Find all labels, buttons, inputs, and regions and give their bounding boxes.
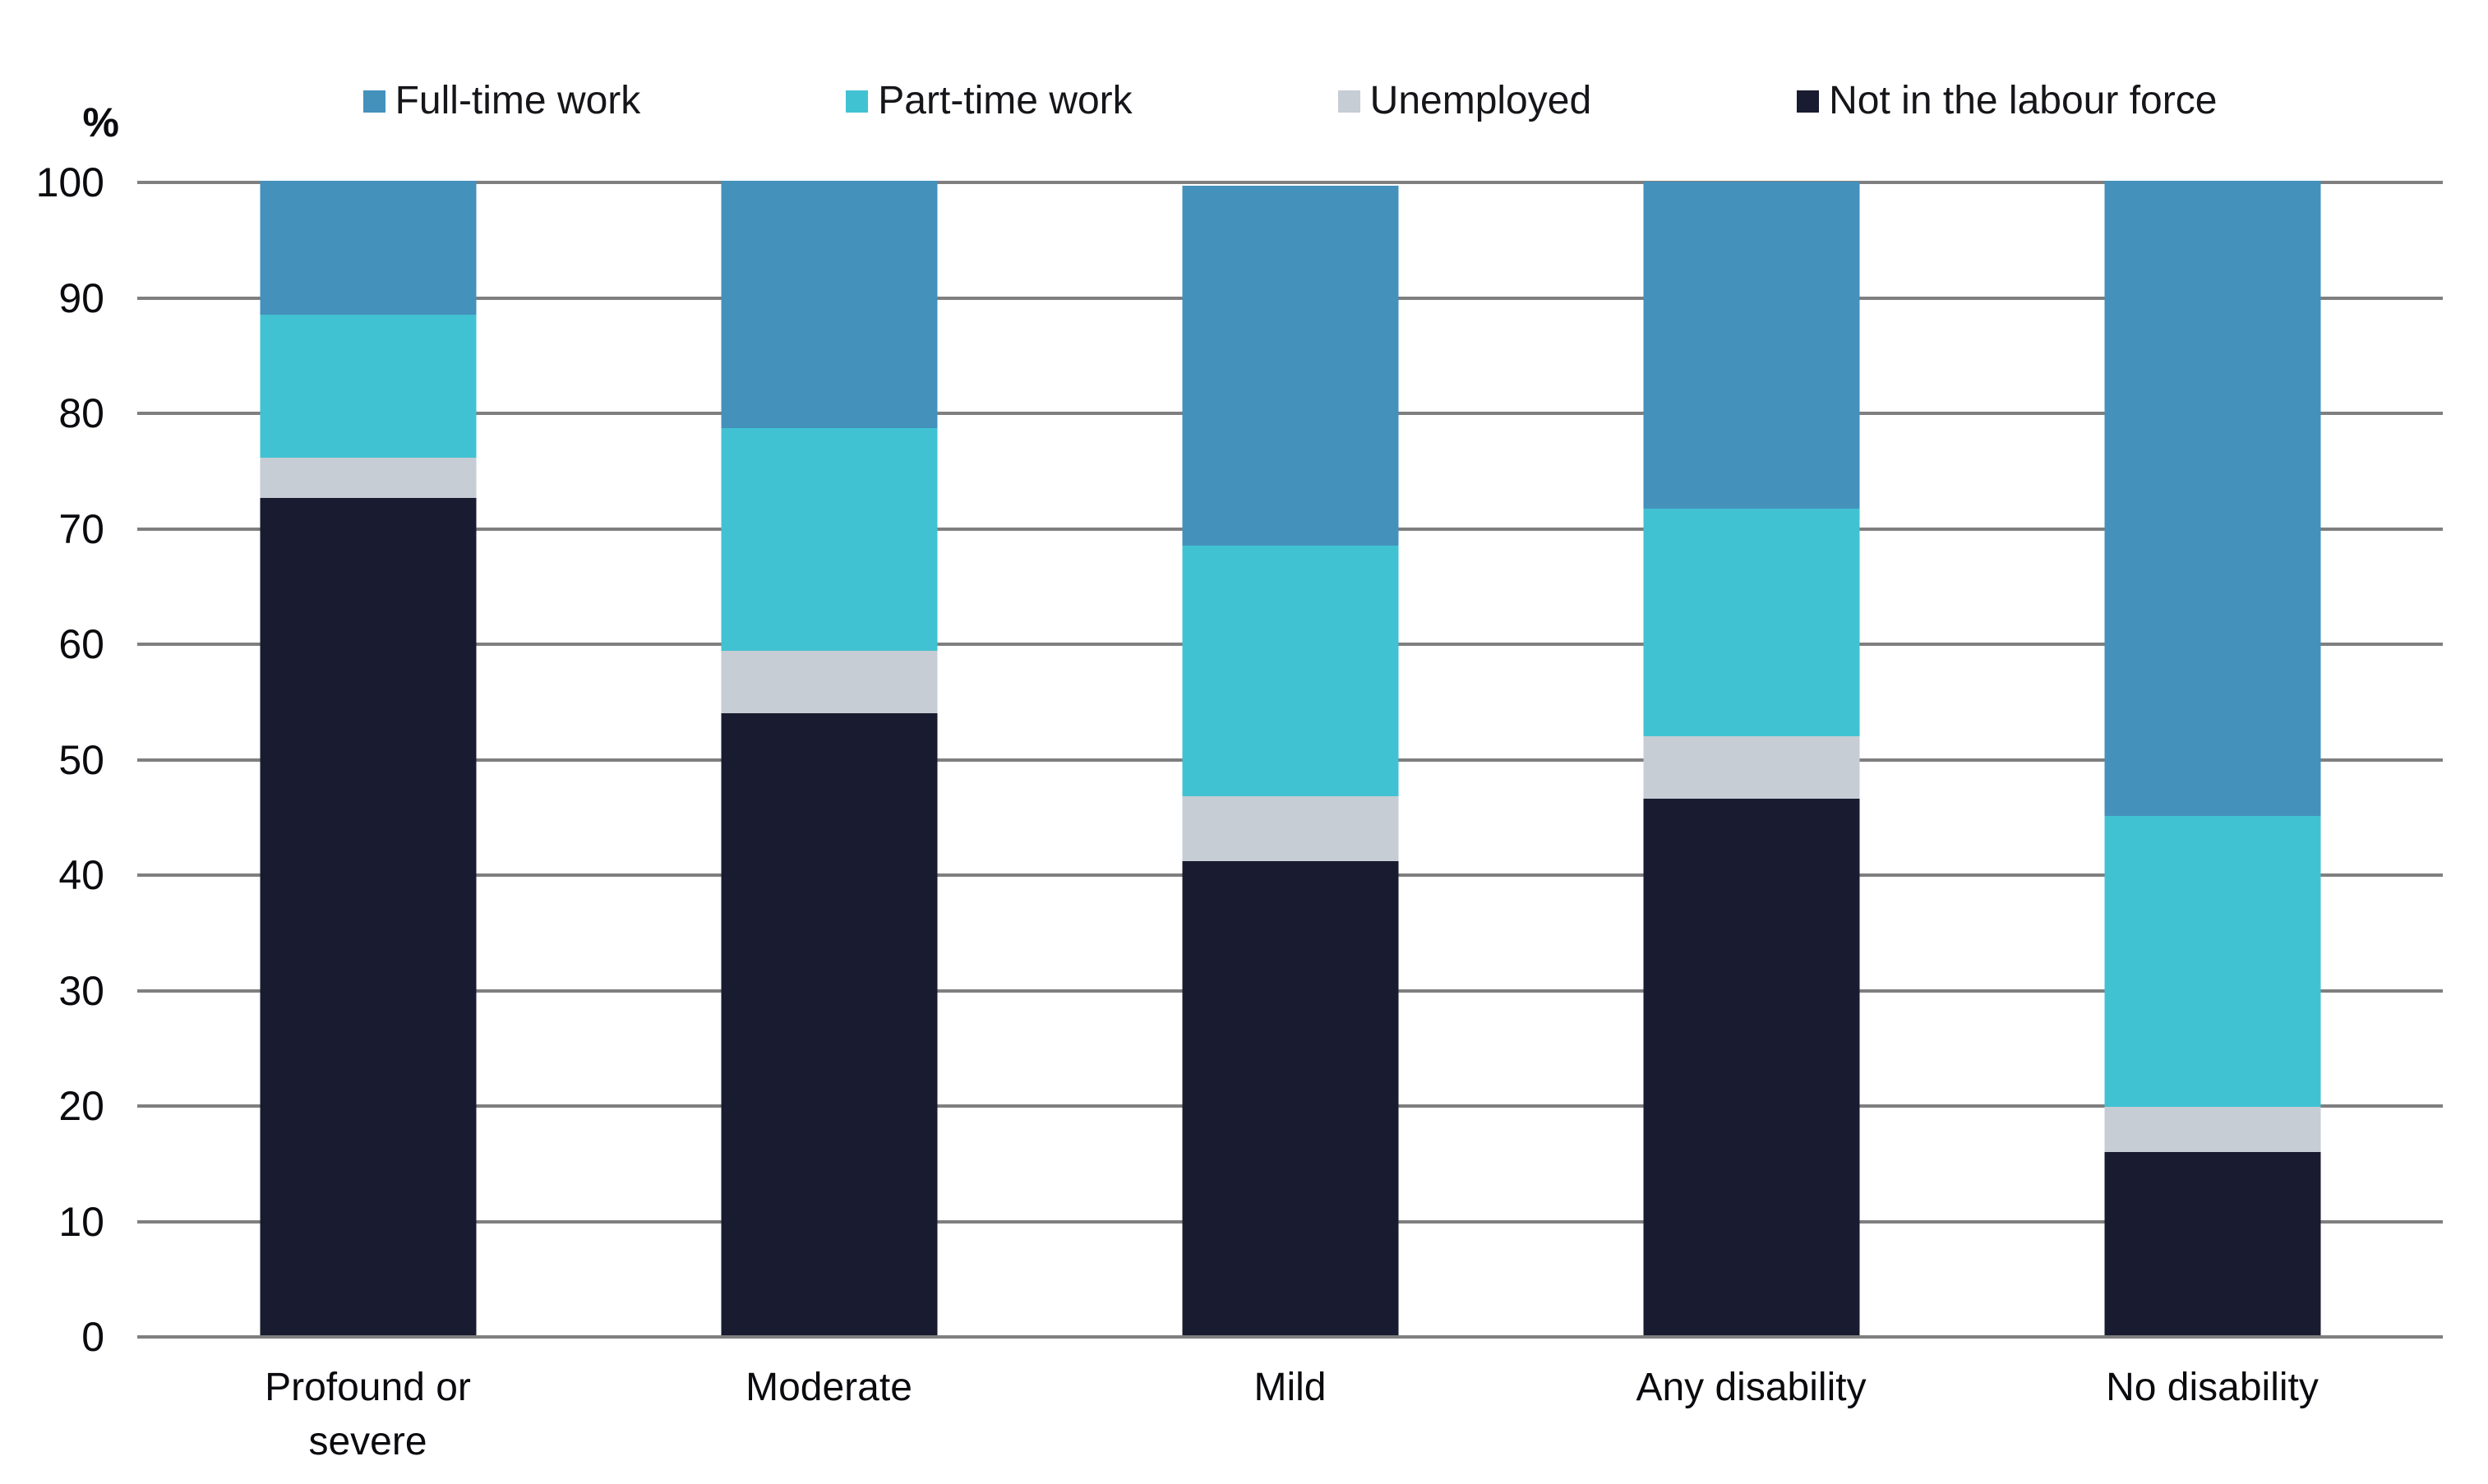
bar-segment — [1182, 860, 1398, 1335]
y-tick-label: 60 — [58, 621, 104, 667]
legend-item: Part-time work — [846, 78, 1133, 124]
y-tick-label: 20 — [58, 1083, 104, 1129]
y-tick-label: 80 — [58, 390, 104, 436]
bar-segment — [2104, 181, 2320, 816]
bar — [2104, 181, 2320, 1335]
y-tick-label: 0 — [81, 1314, 104, 1360]
bar-segment — [260, 458, 476, 499]
bar-segment — [260, 181, 476, 315]
bar-slot — [598, 181, 1059, 1337]
y-axis-unit-label: % — [82, 99, 119, 145]
bar-segment — [260, 314, 476, 459]
bar-segment — [1643, 735, 1859, 799]
legend-label: Part-time work — [878, 79, 1133, 122]
bar-slots — [137, 181, 2443, 1337]
legend-label: Full-time work — [395, 79, 641, 122]
bar-segment — [1643, 798, 1859, 1335]
bar-segment — [1182, 795, 1398, 861]
bar-segment — [2104, 815, 2320, 1107]
bar-slot — [1521, 182, 1982, 1337]
legend-label: Unemployed — [1369, 79, 1592, 122]
y-tick-label: 90 — [58, 274, 104, 321]
x-category-label: Profound or severe — [265, 1366, 471, 1463]
bar-segment — [1643, 182, 1859, 509]
bar-segment — [721, 712, 937, 1335]
bar — [1182, 185, 1398, 1335]
legend-swatch-icon — [362, 90, 385, 113]
y-tick-label: 40 — [58, 852, 104, 898]
bar-segment — [1182, 185, 1398, 546]
bar-segment — [721, 427, 937, 651]
x-category-label: Mild — [1253, 1366, 1327, 1409]
legend-swatch-icon — [1337, 90, 1360, 113]
legend-item: Not in the labour force — [1797, 78, 2217, 124]
bar-slot — [1982, 181, 2443, 1337]
x-category-label: Moderate — [745, 1366, 912, 1409]
plot-area — [137, 181, 2443, 1339]
bar-segment — [2104, 1151, 2320, 1335]
x-category-label: No disability — [2106, 1366, 2319, 1409]
legend: Full-time work Part-time work Unemployed No… — [137, 78, 2443, 124]
y-tick-label: 50 — [58, 736, 104, 783]
y-tick-label: 100 — [35, 159, 104, 205]
bar-segment — [1182, 546, 1398, 796]
bar — [260, 181, 476, 1335]
bar-slot — [1059, 182, 1521, 1337]
legend-swatch-icon — [846, 90, 869, 113]
y-tick-label: 30 — [58, 967, 104, 1014]
legend-item: Unemployed — [1337, 78, 1592, 124]
gridline — [137, 1335, 2443, 1339]
legend-label: Not in the labour force — [1829, 79, 2218, 122]
legend-swatch-icon — [1797, 90, 1820, 113]
x-category-label: Any disability — [1636, 1366, 1867, 1409]
bar-segment — [721, 650, 937, 713]
bar — [721, 181, 937, 1335]
y-tick-label: 10 — [58, 1198, 104, 1245]
legend-item: Full-time work — [362, 78, 641, 124]
bar-segment — [2104, 1106, 2320, 1152]
bar-segment — [260, 498, 476, 1335]
y-tick-label: 70 — [58, 505, 104, 552]
x-axis-labels: Profound or severe Moderate Mild Any disabi… — [137, 1361, 2443, 1469]
y-axis-labels: 0 10 20 30 40 50 60 70 80 90 100 — [0, 159, 104, 1360]
bar — [1643, 182, 1859, 1335]
bar-segment — [721, 181, 937, 428]
bar-segment — [1643, 509, 1859, 736]
gridline — [137, 181, 2443, 184]
bar-slot — [137, 181, 598, 1337]
